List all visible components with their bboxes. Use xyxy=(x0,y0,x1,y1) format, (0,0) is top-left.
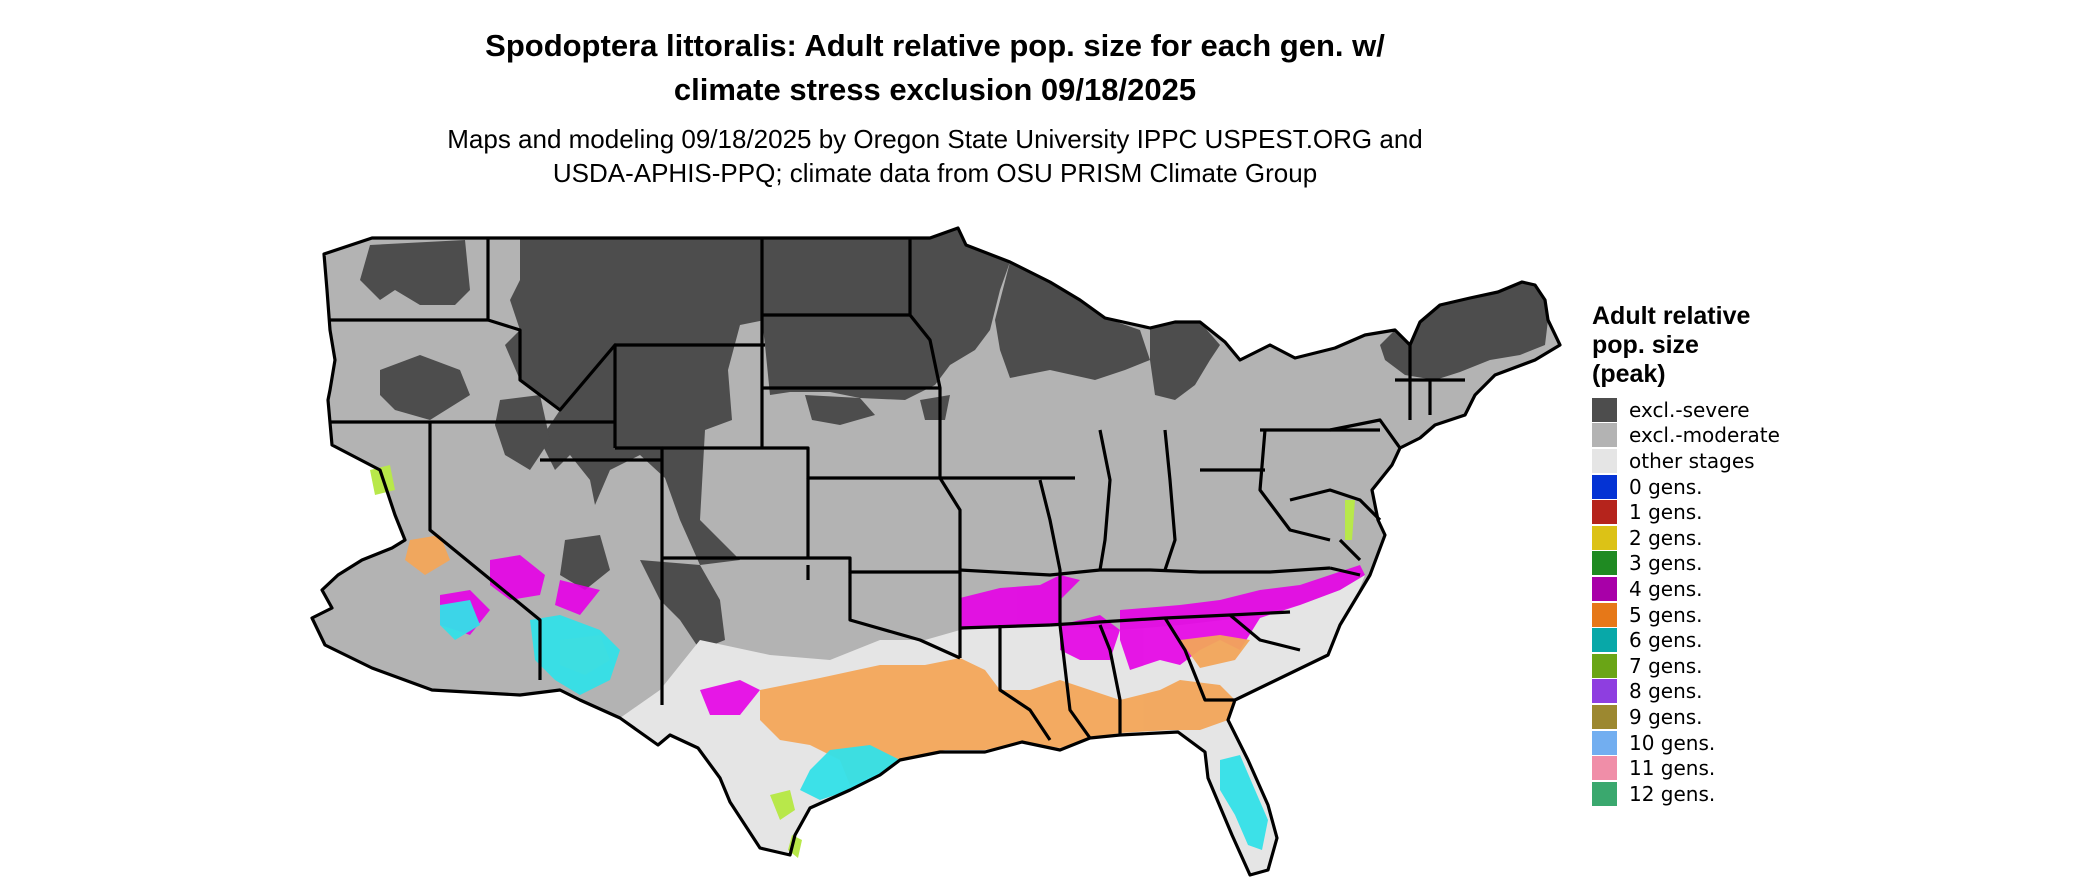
legend-swatch xyxy=(1592,423,1617,448)
us-map xyxy=(310,226,1562,877)
legend-swatch xyxy=(1592,397,1617,422)
legend-label: 1 gens. xyxy=(1629,500,1703,525)
map-title-line-2: climate stress exclusion 09/18/2025 xyxy=(673,72,1197,107)
legend-label: 6 gens. xyxy=(1629,628,1703,653)
legend-label: excl.-moderate xyxy=(1629,423,1780,448)
map-legend: Adult relative pop. size (peak) excl.-se… xyxy=(1592,302,1892,807)
legend-item: 7 gens. xyxy=(1592,653,1892,679)
legend-item: 9 gens. xyxy=(1592,704,1892,730)
map-subtitle: Maps and modeling 09/18/2025 by Oregon S… xyxy=(0,122,1870,190)
legend-item: 6 gens. xyxy=(1592,627,1892,653)
legend-rows: excl.-severe excl.-moderate other stages 0 … xyxy=(1592,397,1892,807)
legend-label: 4 gens. xyxy=(1629,576,1703,601)
legend-item: 5 gens. xyxy=(1592,602,1892,628)
legend-label: excl.-severe xyxy=(1629,397,1750,422)
legend-label: 11 gens. xyxy=(1629,756,1716,781)
legend-swatch xyxy=(1592,576,1617,601)
legend-item: excl.-moderate xyxy=(1592,423,1892,449)
legend-label: other stages xyxy=(1629,448,1755,473)
legend-label: 0 gens. xyxy=(1629,474,1703,499)
legend-label: 5 gens. xyxy=(1629,602,1703,627)
legend-swatch xyxy=(1592,704,1617,729)
legend-title-line-2: pop. size xyxy=(1592,331,1699,359)
legend-swatch xyxy=(1592,448,1617,473)
legend-label: 12 gens. xyxy=(1629,781,1716,806)
state-borders xyxy=(310,226,1562,877)
legend-swatch xyxy=(1592,551,1617,576)
legend-item: 3 gens. xyxy=(1592,551,1892,577)
legend-item: 8 gens. xyxy=(1592,679,1892,705)
legend-label: 9 gens. xyxy=(1629,704,1703,729)
legend-swatch xyxy=(1592,500,1617,525)
legend-swatch xyxy=(1592,525,1617,550)
gen6-region xyxy=(440,600,1268,850)
legend-item: 10 gens. xyxy=(1592,730,1892,756)
legend-swatch xyxy=(1592,730,1617,755)
legend-label: 8 gens. xyxy=(1629,679,1703,704)
legend-item: excl.-severe xyxy=(1592,397,1892,423)
legend-label: 7 gens. xyxy=(1629,653,1703,678)
legend-swatch xyxy=(1592,679,1617,704)
legend-label: 2 gens. xyxy=(1629,525,1703,550)
legend-swatch xyxy=(1592,602,1617,627)
legend-item: 11 gens. xyxy=(1592,755,1892,781)
map-subtitle-line-1: Maps and modeling 09/18/2025 by Oregon S… xyxy=(447,124,1423,154)
legend-swatch xyxy=(1592,474,1617,499)
legend-title: Adult relative pop. size (peak) xyxy=(1592,302,1892,389)
legend-item: 12 gens. xyxy=(1592,781,1892,807)
severe-exclusion-region xyxy=(360,228,1548,650)
legend-swatch xyxy=(1592,781,1617,806)
map-title: Spodoptera littoralis: Adult relative po… xyxy=(0,24,1870,112)
map-subtitle-line-2: USDA-APHIS-PPQ; climate data from OSU PR… xyxy=(552,158,1318,188)
legend-swatch xyxy=(1592,653,1617,678)
map-title-line-1: Spodoptera littoralis: Adult relative po… xyxy=(485,28,1385,63)
legend-title-line-1: Adult relative xyxy=(1592,302,1751,330)
legend-label: 10 gens. xyxy=(1629,730,1716,755)
legend-swatch xyxy=(1592,628,1617,653)
legend-item: 2 gens. xyxy=(1592,525,1892,551)
legend-item: 0 gens. xyxy=(1592,474,1892,500)
legend-swatch xyxy=(1592,756,1617,781)
legend-label: 3 gens. xyxy=(1629,551,1703,576)
legend-item: 1 gens. xyxy=(1592,499,1892,525)
legend-item: other stages xyxy=(1592,448,1892,474)
legend-title-line-3: (peak) xyxy=(1592,360,1666,388)
legend-item: 4 gens. xyxy=(1592,576,1892,602)
